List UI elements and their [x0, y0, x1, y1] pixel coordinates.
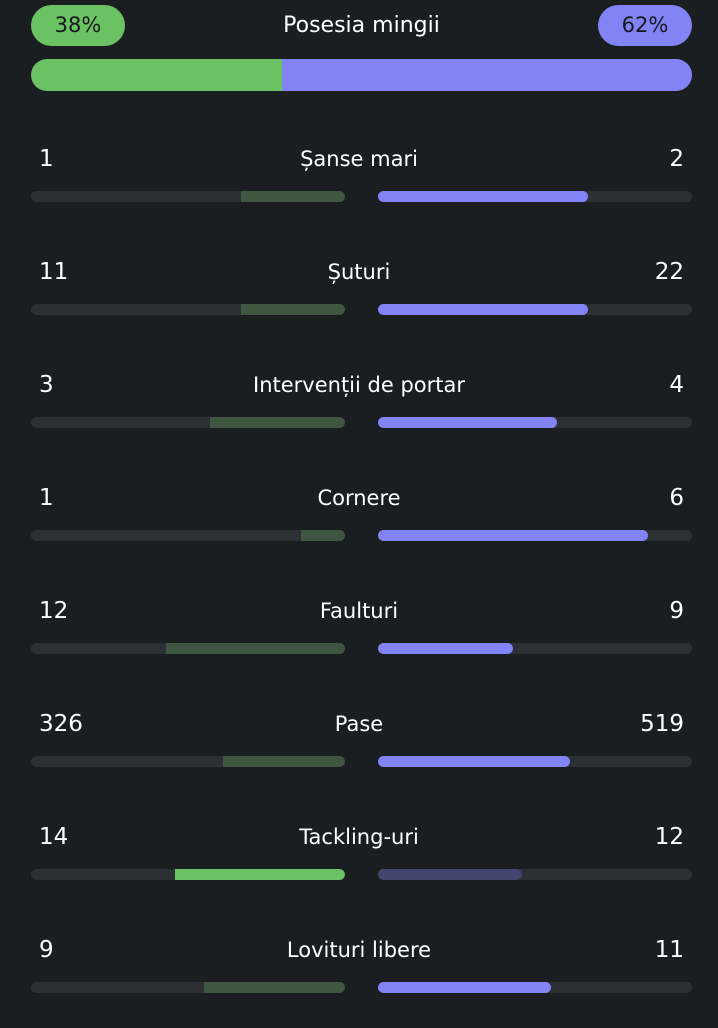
stat-home-fill [241, 191, 345, 202]
stat-away-fill [378, 191, 589, 202]
stat-away-value: 12 [654, 824, 684, 850]
stat-away-track [378, 756, 692, 767]
stat-row: 12 Faulturi 9 [0, 594, 718, 664]
stat-away-track [378, 643, 692, 654]
stat-away-fill [378, 304, 589, 315]
stat-away-track [378, 304, 692, 315]
stat-home-fill [222, 756, 345, 767]
stat-home-fill [241, 304, 345, 315]
stat-away-fill [378, 869, 523, 880]
stat-home-value: 9 [39, 937, 54, 963]
stat-away-track [378, 530, 692, 541]
stat-home-value: 11 [39, 259, 69, 285]
stat-home-track [31, 304, 345, 315]
stat-home-value: 326 [39, 711, 83, 737]
stat-label: Șanse mari [300, 147, 418, 171]
possession-title: Posesia mingii [283, 13, 440, 38]
stat-away-fill [378, 530, 649, 541]
stat-away-value: 22 [654, 259, 684, 285]
stat-home-value: 3 [39, 372, 54, 398]
possession-bar-home [31, 59, 283, 91]
stat-away-value: 9 [669, 598, 684, 624]
stat-away-value: 6 [669, 485, 684, 511]
possession-bar-away [282, 59, 692, 91]
stat-away-track [378, 191, 692, 202]
stat-away-value: 2 [669, 146, 684, 172]
stat-away-value: 519 [640, 711, 684, 737]
stat-home-fill [203, 982, 345, 993]
stat-home-track [31, 643, 345, 654]
stat-away-value: 4 [669, 372, 684, 398]
stat-home-value: 12 [39, 598, 69, 624]
stat-away-track [378, 982, 692, 993]
stat-away-fill [378, 643, 514, 654]
stat-away-value: 11 [654, 937, 684, 963]
stat-label: Tackling-uri [299, 825, 419, 849]
stat-row: 326 Pase 519 [0, 707, 718, 777]
stat-home-track [31, 191, 345, 202]
stat-away-track [378, 417, 692, 428]
stat-home-track [31, 756, 345, 767]
stat-row: 14 Tackling-uri 12 [0, 820, 718, 890]
stat-away-fill [378, 417, 557, 428]
home-possession-badge: 38% [31, 5, 125, 46]
stat-row: 1 Șanse mari 2 [0, 142, 718, 212]
stat-away-fill [378, 982, 551, 993]
stat-home-track [31, 417, 345, 428]
away-possession-badge: 62% [598, 5, 692, 46]
stat-label: Pase [334, 712, 384, 736]
stat-row: 9 Lovituri libere 11 [0, 933, 718, 1003]
stat-home-fill [175, 869, 345, 880]
stat-home-track [31, 982, 345, 993]
stat-label: Intervenții de portar [253, 373, 465, 397]
possession-bar [31, 59, 692, 91]
stat-label: Faulturi [319, 599, 399, 623]
stat-row: 11 Șuturi 22 [0, 255, 718, 325]
stat-label: Lovituri libere [286, 938, 432, 962]
stat-home-fill [301, 530, 345, 541]
stat-away-track [378, 869, 692, 880]
stat-row: 1 Cornere 6 [0, 481, 718, 551]
stat-home-fill [209, 417, 345, 428]
stat-away-fill [378, 756, 570, 767]
stat-home-value: 1 [39, 485, 54, 511]
stat-home-fill [166, 643, 345, 654]
stat-label: Cornere [317, 486, 401, 510]
stat-row: 3 Intervenții de portar 4 [0, 368, 718, 438]
possession-section: 38% Posesia mingii 62% [31, 5, 692, 91]
stat-home-track [31, 869, 345, 880]
stat-home-value: 1 [39, 146, 54, 172]
stat-home-track [31, 530, 345, 541]
stat-label: Șuturi [327, 260, 391, 284]
stat-home-value: 14 [39, 824, 69, 850]
